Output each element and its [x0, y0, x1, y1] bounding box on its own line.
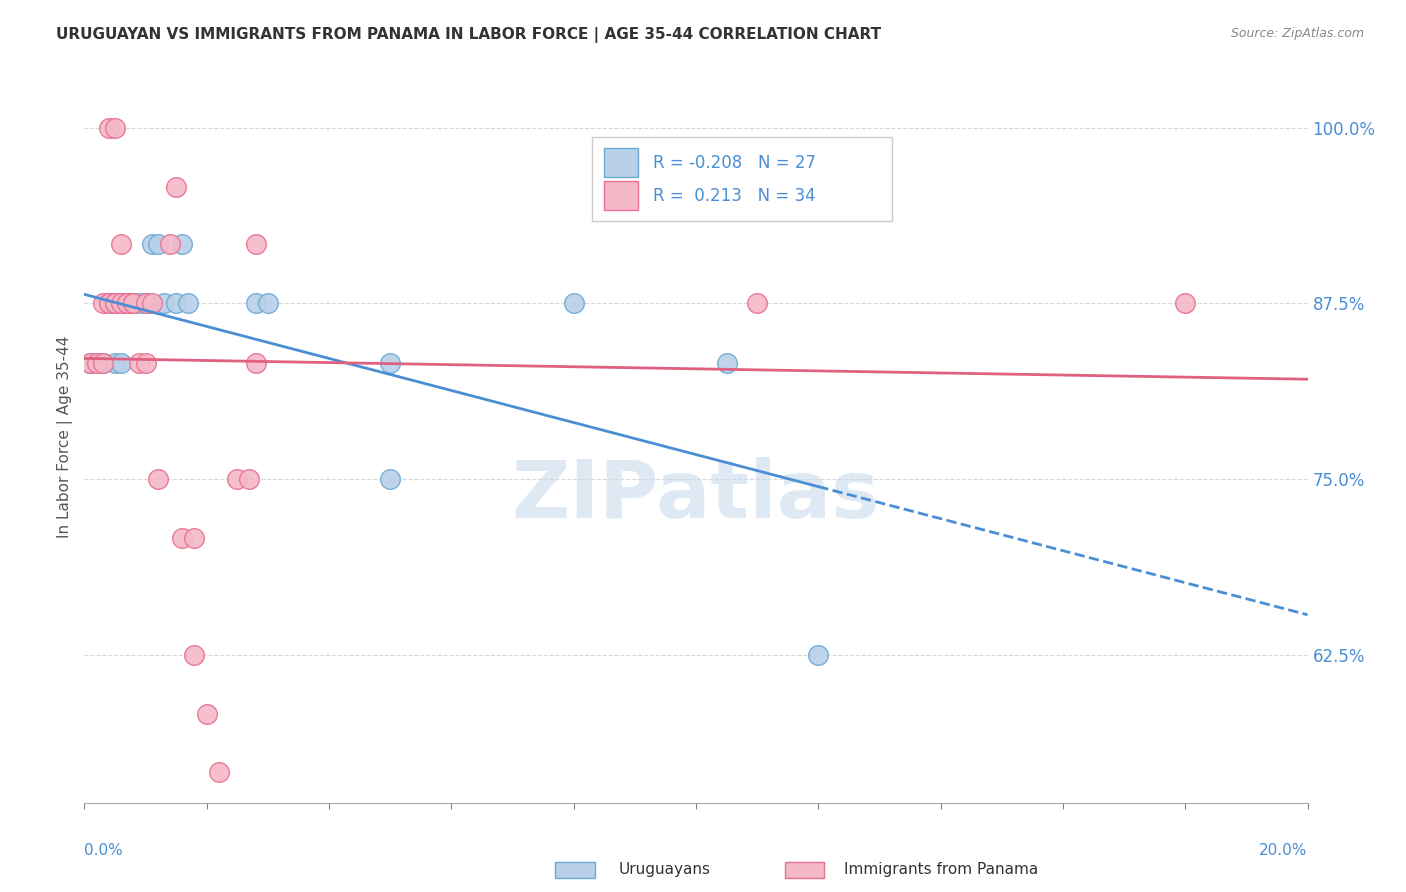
Point — [165, 179, 187, 194]
Text: R = -0.208   N = 27: R = -0.208 N = 27 — [654, 153, 815, 172]
Point — [172, 532, 194, 546]
Point — [79, 355, 101, 369]
Point — [141, 237, 163, 252]
Point — [195, 707, 218, 722]
FancyBboxPatch shape — [605, 181, 638, 211]
Point — [380, 472, 402, 486]
Point — [110, 237, 132, 252]
Text: URUGUAYAN VS IMMIGRANTS FROM PANAMA IN LABOR FORCE | AGE 35-44 CORRELATION CHART: URUGUAYAN VS IMMIGRANTS FROM PANAMA IN L… — [56, 27, 882, 43]
Point — [245, 296, 267, 310]
Point — [153, 296, 176, 310]
Point — [208, 764, 231, 779]
Point — [238, 472, 260, 486]
Point — [128, 296, 150, 310]
Point — [97, 296, 120, 310]
Point — [91, 355, 114, 369]
Point — [226, 472, 249, 486]
Point — [562, 296, 585, 310]
Point — [115, 296, 138, 310]
Y-axis label: In Labor Force | Age 35-44: In Labor Force | Age 35-44 — [58, 336, 73, 538]
Point — [91, 355, 114, 369]
Point — [380, 355, 402, 369]
Point — [122, 296, 145, 310]
Point — [146, 472, 169, 486]
Point — [141, 296, 163, 310]
Point — [245, 237, 267, 252]
Point — [165, 296, 187, 310]
Point — [110, 355, 132, 369]
Point — [183, 532, 205, 546]
FancyBboxPatch shape — [592, 137, 891, 221]
Point — [135, 296, 157, 310]
Point — [97, 296, 120, 310]
Point — [115, 296, 138, 310]
Point — [716, 355, 738, 369]
Text: 20.0%: 20.0% — [1260, 843, 1308, 858]
Text: ZIPatlas: ZIPatlas — [512, 457, 880, 534]
Point — [86, 355, 108, 369]
Point — [1174, 296, 1197, 310]
Point — [747, 296, 769, 310]
Text: Uruguayans: Uruguayans — [619, 863, 710, 877]
Point — [104, 296, 127, 310]
Point — [245, 355, 267, 369]
Point — [110, 296, 132, 310]
Point — [91, 296, 114, 310]
Text: 0.0%: 0.0% — [84, 843, 124, 858]
Point — [86, 355, 108, 369]
Point — [115, 296, 138, 310]
Point — [128, 355, 150, 369]
Point — [79, 355, 101, 369]
Text: Source: ZipAtlas.com: Source: ZipAtlas.com — [1230, 27, 1364, 40]
Point — [122, 296, 145, 310]
Point — [183, 648, 205, 662]
Point — [104, 296, 127, 310]
Point — [135, 296, 157, 310]
Text: Immigrants from Panama: Immigrants from Panama — [844, 863, 1038, 877]
Point — [115, 296, 138, 310]
Point — [135, 296, 157, 310]
Point — [104, 355, 127, 369]
Point — [807, 648, 830, 662]
Point — [159, 237, 181, 252]
Point — [135, 355, 157, 369]
FancyBboxPatch shape — [605, 148, 638, 178]
Point — [104, 296, 127, 310]
Point — [97, 120, 120, 135]
Point — [177, 296, 200, 310]
Point — [146, 237, 169, 252]
Point — [172, 237, 194, 252]
Text: R =  0.213   N = 34: R = 0.213 N = 34 — [654, 186, 815, 204]
Point — [104, 120, 127, 135]
Point — [257, 296, 280, 310]
Point — [97, 296, 120, 310]
Point — [122, 296, 145, 310]
Point — [110, 296, 132, 310]
